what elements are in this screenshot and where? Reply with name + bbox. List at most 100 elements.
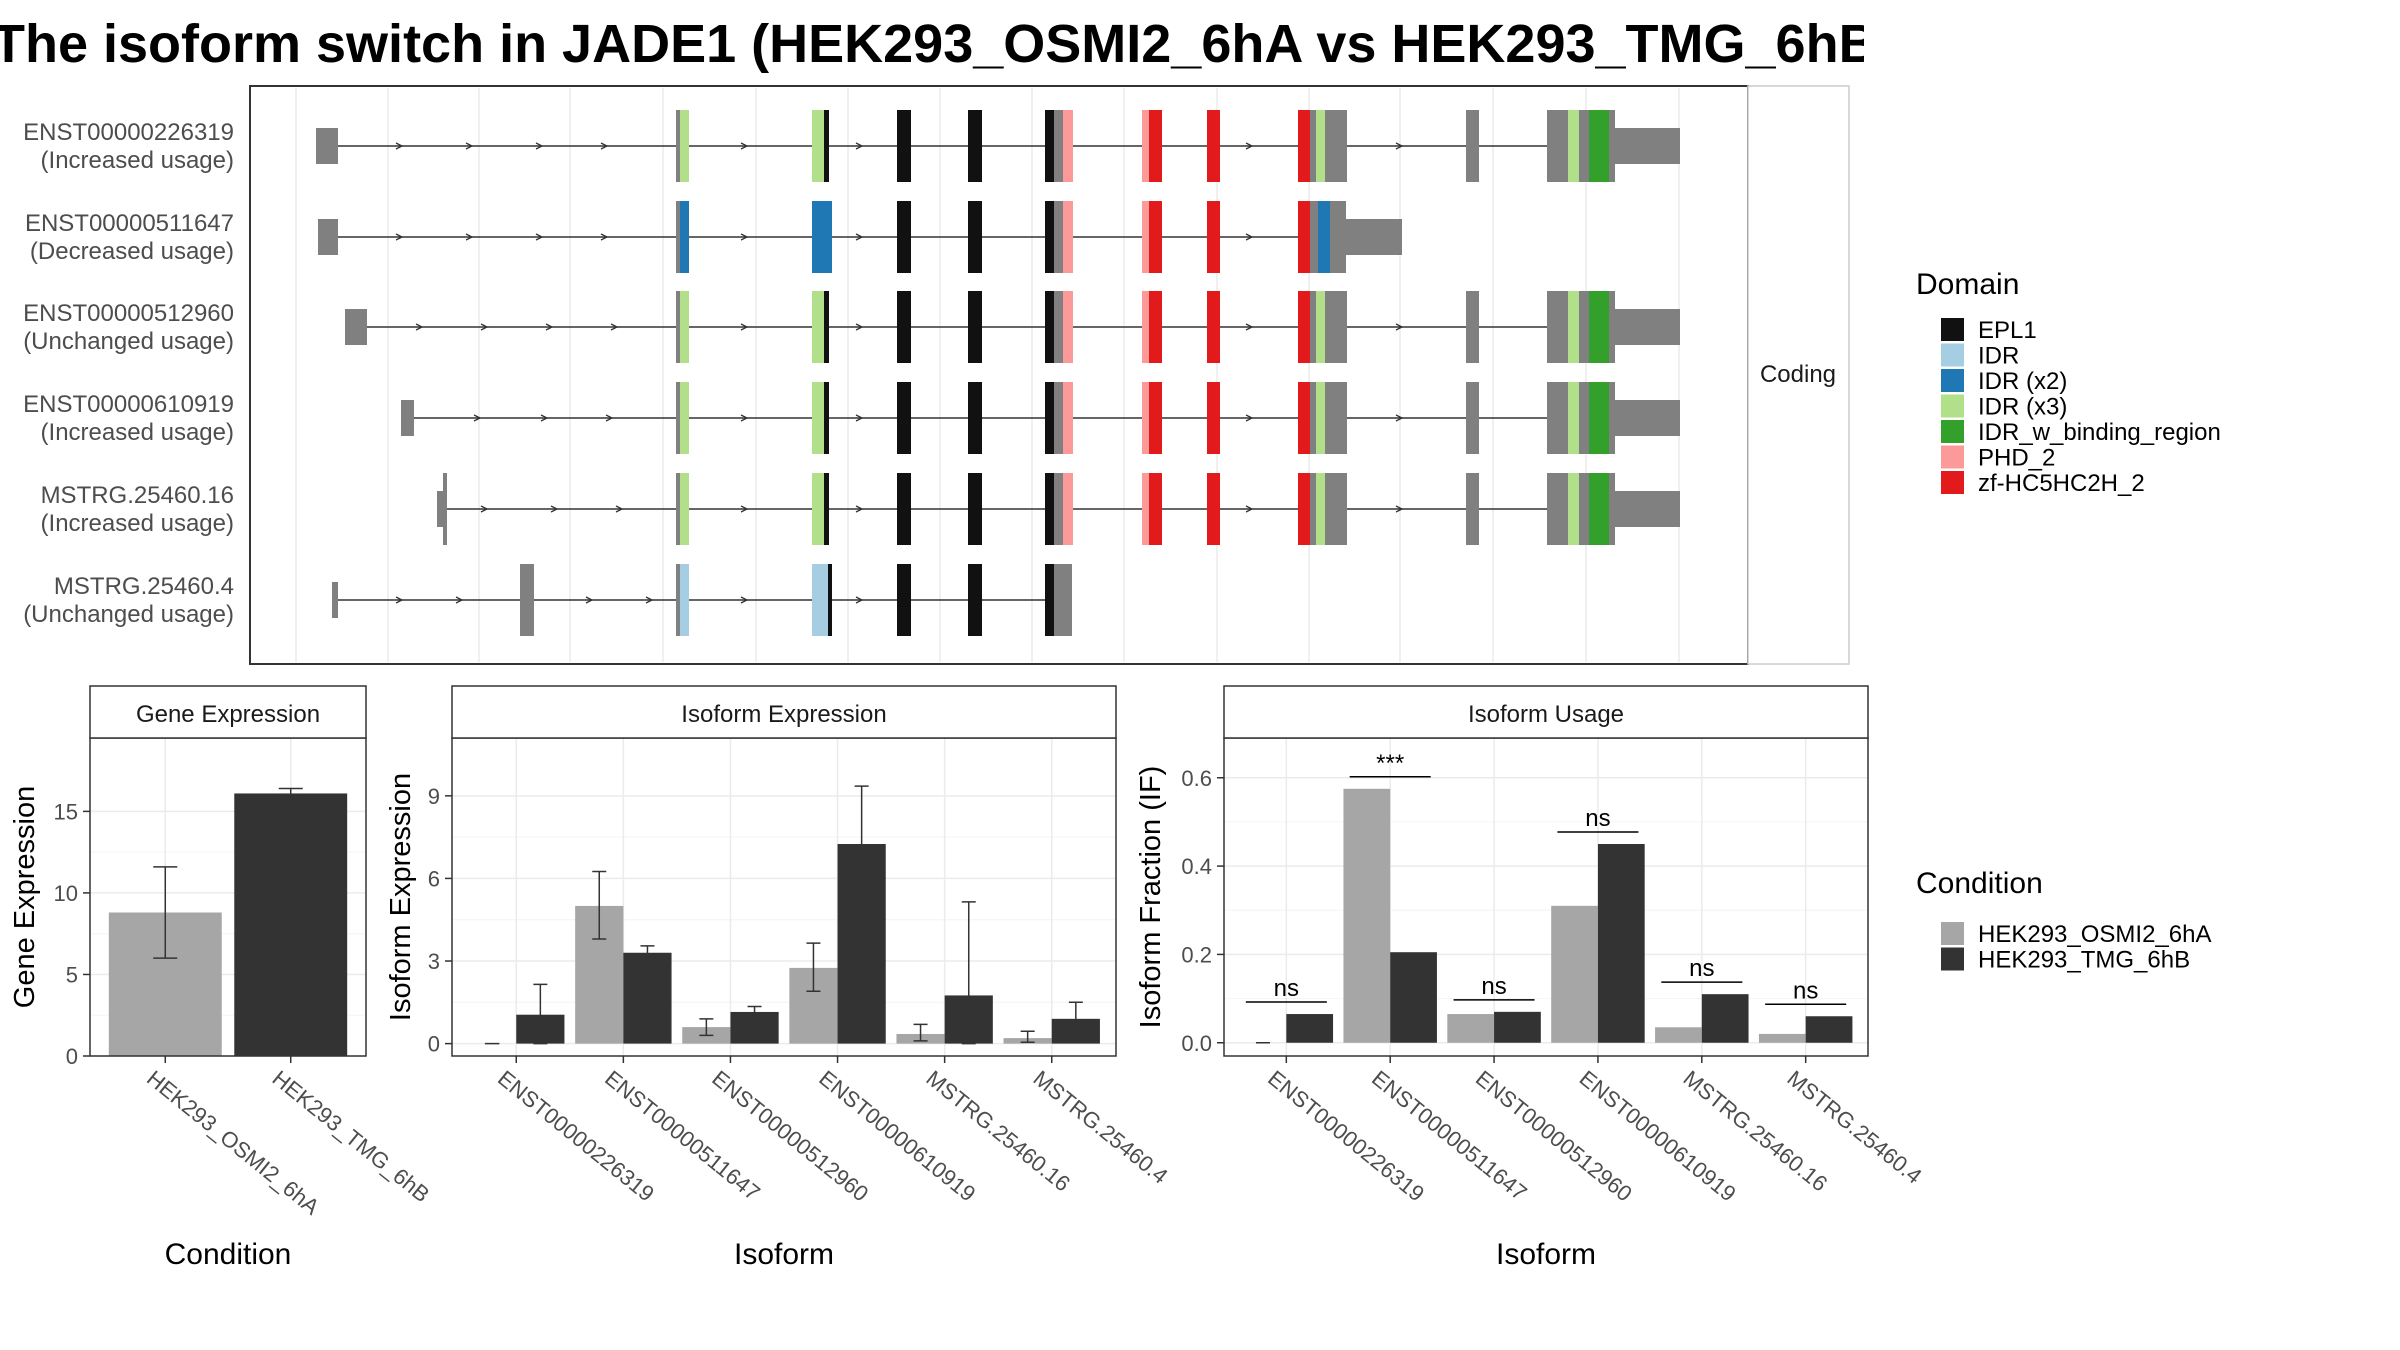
exon-block bbox=[1063, 291, 1073, 363]
error-bar bbox=[747, 1005, 762, 1020]
panel-title: Isoform Expression bbox=[681, 701, 886, 728]
strand-arrow bbox=[465, 233, 474, 241]
isoform-id-label: ENST00000511647 bbox=[25, 210, 234, 237]
exon-block bbox=[332, 582, 338, 618]
exon-block bbox=[1335, 382, 1347, 454]
bar bbox=[623, 952, 672, 1044]
bar bbox=[1390, 952, 1437, 1043]
strand-arrow bbox=[740, 414, 749, 422]
exon-block bbox=[1316, 110, 1325, 182]
plot-background bbox=[1224, 738, 1868, 1056]
transcript-track-2 bbox=[318, 201, 1402, 273]
domain-legend-title: Domain bbox=[1916, 268, 2019, 301]
exon-block bbox=[897, 564, 911, 636]
strand-arrow bbox=[480, 505, 489, 513]
exon-block bbox=[968, 564, 982, 636]
exon-block bbox=[1547, 382, 1568, 454]
exon-block bbox=[680, 382, 689, 454]
domain-legend-label: IDR_w_binding_region bbox=[1978, 419, 2221, 446]
exon-block bbox=[1045, 201, 1054, 273]
bar bbox=[1551, 905, 1598, 1043]
strand-arrow bbox=[465, 142, 474, 150]
strand-arrow bbox=[415, 323, 424, 331]
exon-block bbox=[1207, 291, 1220, 363]
bar bbox=[1447, 1014, 1495, 1043]
exon-block bbox=[1466, 382, 1479, 454]
isoform-usage-label: (Increased usage) bbox=[41, 419, 234, 446]
error-bar bbox=[1020, 1030, 1035, 1043]
x-axis-title: Condition bbox=[165, 1238, 292, 1271]
domain-legend-swatch bbox=[1941, 445, 1964, 469]
transcript-structure-panel: Coding ENST00000226319(Increased usage)E… bbox=[23, 85, 1850, 665]
bar-panel-2: Isoform Expression0369ENST00000226319ENS… bbox=[385, 685, 1173, 1271]
exon-block bbox=[968, 110, 982, 182]
isoform-id-label: ENST00000226319 bbox=[23, 119, 234, 146]
strand-arrow bbox=[855, 142, 864, 150]
exon-block bbox=[676, 564, 680, 636]
exon-block bbox=[1207, 473, 1220, 545]
domain-legend-label: EPL1 bbox=[1978, 317, 2037, 344]
strand-arrow bbox=[855, 414, 864, 422]
y-tick-label: 15 bbox=[54, 799, 78, 824]
exon-block bbox=[1149, 291, 1162, 363]
exon-block bbox=[1316, 473, 1325, 545]
exon-block bbox=[1142, 382, 1149, 454]
domain-legend-label: PHD_2 bbox=[1978, 445, 2055, 472]
exon-block bbox=[1568, 473, 1579, 545]
isoform-id-label: ENST00000512960 bbox=[23, 300, 234, 327]
exon-block bbox=[1579, 110, 1589, 182]
exon-block bbox=[828, 564, 832, 636]
exon-block bbox=[1045, 473, 1054, 545]
domain-legend-swatch bbox=[1941, 471, 1964, 494]
strand-arrow bbox=[600, 233, 609, 241]
exon-block bbox=[1054, 473, 1063, 545]
domain-legend-swatch bbox=[1941, 343, 1964, 367]
exon-block bbox=[968, 291, 982, 363]
exon-block bbox=[1063, 382, 1073, 454]
transcript-track-5 bbox=[437, 473, 1680, 545]
exon-block bbox=[1318, 201, 1330, 273]
error-bar bbox=[699, 1018, 714, 1037]
y-axis-title: Gene Expression bbox=[9, 786, 41, 1008]
strand-arrow bbox=[535, 233, 544, 241]
exon-block bbox=[897, 473, 911, 545]
bar bbox=[1701, 994, 1749, 1043]
y-tick-label: 0 bbox=[428, 1032, 440, 1057]
exon-block bbox=[1310, 382, 1316, 454]
y-tick-label: 0.4 bbox=[1181, 854, 1212, 879]
y-tick-label: 6 bbox=[428, 866, 440, 891]
y-tick-label: 5 bbox=[66, 962, 78, 987]
panel-strip bbox=[89, 685, 367, 739]
exon-block bbox=[1325, 382, 1336, 454]
significance-label: ns bbox=[1481, 973, 1506, 1000]
exon-block bbox=[968, 201, 982, 273]
exon-block bbox=[1316, 382, 1325, 454]
exon-block bbox=[1589, 291, 1609, 363]
error-bar bbox=[153, 866, 178, 959]
exon-block bbox=[1054, 110, 1063, 182]
strand-arrow bbox=[855, 323, 864, 331]
significance-label: *** bbox=[1376, 750, 1404, 777]
exon-block bbox=[1142, 291, 1149, 363]
exon-block bbox=[1149, 382, 1162, 454]
utr-block bbox=[1615, 128, 1680, 164]
exon-block bbox=[1298, 382, 1310, 454]
exon-block bbox=[345, 309, 367, 345]
isoform-usage-label: (Increased usage) bbox=[41, 147, 234, 174]
strand-arrow bbox=[740, 323, 749, 331]
panel-strip bbox=[451, 685, 1117, 739]
panel-strip bbox=[1223, 685, 1869, 739]
strand-arrow bbox=[600, 142, 609, 150]
exon-block bbox=[1063, 201, 1073, 273]
domain-legend-label: IDR (x2) bbox=[1978, 368, 2067, 395]
significance-label: ns bbox=[1689, 955, 1714, 982]
exon-block bbox=[1310, 110, 1316, 182]
bar bbox=[1343, 788, 1391, 1043]
error-bar bbox=[278, 787, 303, 800]
utr-block bbox=[1615, 400, 1680, 436]
exon-block bbox=[824, 382, 829, 454]
exon-block bbox=[1310, 291, 1316, 363]
